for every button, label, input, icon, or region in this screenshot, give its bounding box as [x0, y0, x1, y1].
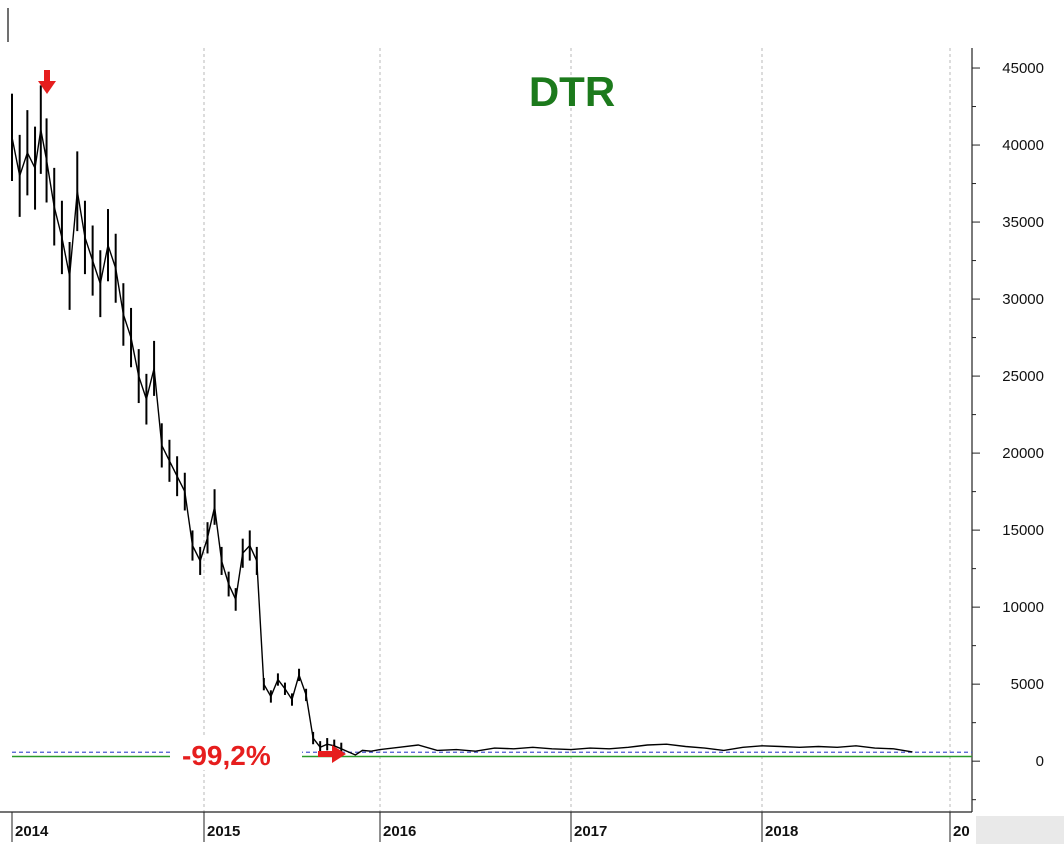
x-tick-label: 2014 [15, 823, 49, 840]
plot-area [12, 48, 972, 810]
y-tick-label: 40000 [1002, 137, 1044, 154]
x-axis-band [0, 812, 976, 844]
y-tick-label: 35000 [1002, 214, 1044, 231]
y-tick-label: 30000 [1002, 291, 1044, 308]
y-tick-label: 0 [1036, 753, 1044, 770]
x-tick-label: 2016 [383, 823, 416, 840]
x-tick-label: 20 [953, 823, 970, 840]
year-gridlines [203, 48, 951, 812]
right-arrow-icon [318, 745, 346, 763]
price-range-bars [11, 85, 343, 756]
x-tick-label: 2017 [574, 823, 607, 840]
y-tick-label: 45000 [1002, 60, 1044, 77]
peak-down-arrow-icon [38, 70, 56, 94]
x-tick-label: 2015 [207, 823, 240, 840]
y-tick-label: 5000 [1011, 676, 1044, 693]
x-ticks: 2014 2015 2016 2017 2018 20 [11, 812, 970, 842]
y-tick-label: 10000 [1002, 599, 1044, 616]
y-tick-label: 25000 [1002, 368, 1044, 385]
y-tick-label: 20000 [1002, 445, 1044, 462]
decline-annotation: -99,2% [182, 740, 271, 771]
y-ticks: 45000 40000 35000 30000 25000 20000 15000 10000… [972, 60, 1044, 801]
annotation-bg [170, 736, 302, 770]
y-tick-label: 15000 [1002, 522, 1044, 539]
chart-title: DTR [529, 68, 615, 115]
axis-corner [976, 816, 1064, 844]
x-tick-label: 2018 [765, 823, 798, 840]
